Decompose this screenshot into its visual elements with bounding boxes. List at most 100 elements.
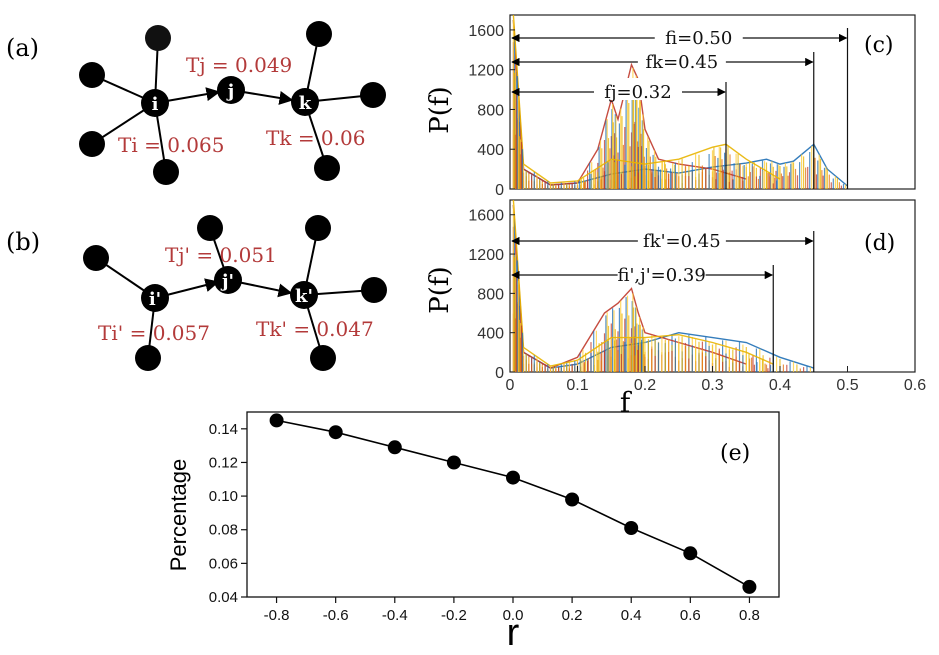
e-data-point [328, 425, 343, 440]
node-a-k-leaf-bottom [314, 155, 340, 181]
node-a-leaf-top [145, 25, 171, 51]
node-a-leaf-left-top [79, 62, 105, 88]
temp-a-i: Ti = 0.065 [118, 133, 224, 157]
temp-a-k: Tk = 0.06 [266, 126, 365, 150]
e-x-tick-label: 0.0 [503, 607, 524, 624]
temp-b-k: Tk' = 0.047 [256, 317, 374, 341]
y-tick-label: 1600 [468, 208, 504, 225]
panel-b-label: (b) [6, 228, 40, 256]
marker-label-bg [617, 261, 706, 283]
e-data-point [446, 455, 461, 470]
e-y-tick-label: 0.10 [209, 488, 238, 505]
temp-b-j: Tj' = 0.051 [165, 243, 277, 267]
x-tick-label: 0.3 [701, 377, 723, 394]
e-data-point [506, 470, 520, 485]
panel-b: (b) i' j' k' Tj' = 0.051 Ti' = 0.057 Tk'… [6, 215, 387, 371]
e-data-point [387, 440, 402, 455]
node-b-k-leaf-right [361, 277, 387, 303]
node-a-j-label: j [226, 81, 235, 102]
x-tick-label: 0.2 [634, 377, 656, 394]
panel-c-label: (c) [864, 33, 894, 58]
node-a-k-label: k [299, 93, 312, 114]
temp-b-i: Ti' = 0.057 [98, 321, 210, 345]
panel-e: -0.8 -0.6 -0.4 -0.2 0.0 0.2 0.4 0.6 0.8 0.04 0.06 0… [166, 411, 780, 654]
node-b-k-leaf-bottom [310, 345, 336, 371]
y-tick-label: 1600 [468, 23, 504, 40]
e-series-line [276, 419, 750, 588]
e-data-point [624, 521, 639, 535]
panel-d-spectra [512, 199, 815, 372]
e-x-tick-label: 0.2 [562, 607, 583, 624]
y-tick-label: 1200 [468, 63, 504, 80]
panel-d-markers: fk'=0.45 fi',j'=0.39 [511, 227, 815, 372]
e-x-tick-label: -0.8 [264, 607, 290, 624]
e-y-tick-label: 0.06 [209, 555, 238, 572]
y-tick-label: 0 [495, 182, 504, 199]
spectrum-series-2 [512, 14, 781, 184]
node-b-leaf-bottom [135, 345, 161, 371]
e-x-tick-label: 0.6 [680, 607, 701, 624]
e-y-tick-label: 0.04 [209, 589, 238, 606]
x-tick-label: 0.5 [836, 377, 858, 394]
panel-d-xticks: 0 0.1 0.2 0.3 0.4 0.5 0.6 [506, 366, 926, 394]
panel-a-label: (a) [6, 34, 39, 62]
x-tick-label: 0 [506, 377, 515, 394]
marker-label-bg [594, 78, 682, 100]
y-tick-label: 800 [477, 102, 504, 119]
e-x-tick-label: -0.2 [441, 607, 467, 624]
node-b-leaf-left [83, 245, 109, 271]
panel-d-label: (d) [864, 231, 895, 256]
e-y-tick-label: 0.12 [209, 454, 238, 471]
e-data-point [269, 413, 284, 428]
node-a-j [217, 76, 245, 104]
panel-d: 0 400 800 1200 1600 0 0.1 0.2 0.3 0.4 0.5 0.6 fk'=… [425, 199, 926, 419]
e-data-point [565, 492, 580, 507]
e-y-tick-label: 0.14 [209, 421, 238, 438]
panel-c-markers: fi=0.50 fk=0.45 fj=0.32 [511, 24, 849, 189]
panel-d-ylabel: P(f) [425, 266, 455, 313]
panel-c: 0 400 800 1200 1600 fi=0.50 fk=0.45 fj=0.32 P(… [425, 14, 916, 199]
node-b-j-label: j' [220, 271, 234, 292]
marker-label: fi=0.50 [665, 28, 732, 49]
y-tick-label: 0 [495, 365, 504, 382]
marker-label-bg [654, 24, 743, 46]
marker-label-bg [637, 227, 726, 249]
temp-a-j: Tj = 0.049 [186, 53, 292, 77]
spectrum-series-1 [512, 204, 747, 369]
e-data-point [683, 546, 698, 561]
node-a-k [291, 88, 319, 116]
panel-e-plot [269, 413, 757, 594]
marker-label: fk=0.45 [646, 52, 719, 73]
node-b-k [290, 281, 318, 309]
panel-e-ylabel: Percentage [166, 459, 191, 572]
panel-d-xlabel: f [620, 386, 633, 419]
node-b-k-label: k' [295, 286, 313, 307]
node-a-k-leaf-right [360, 82, 386, 108]
panel-c-ylabel: P(f) [425, 86, 455, 133]
y-tick-label: 400 [477, 142, 504, 159]
panel-a: (a) i j k Tj = 0.049 Ti = 0.065 T [6, 21, 386, 185]
node-a-k-leaf-top [306, 21, 332, 47]
panel-e-frame [246, 411, 780, 598]
y-tick-label: 800 [477, 286, 504, 303]
marker-label: fi',j'=0.39 [617, 265, 705, 286]
node-a-i-label: i [152, 94, 159, 115]
e-x-tick-label: -0.4 [382, 607, 408, 624]
e-y-tick-label: 0.08 [209, 522, 238, 539]
marker-label-bg [637, 48, 726, 70]
node-a-leaf-bottom [153, 159, 179, 185]
panel-e-xlabel: r [507, 612, 520, 654]
node-b-j-leaf-top [197, 215, 223, 241]
node-a-leaf-left-bottom [79, 131, 105, 157]
marker-label: fj=0.32 [604, 82, 671, 103]
y-tick-label: 400 [477, 326, 504, 343]
marker-label: fk'=0.45 [643, 231, 721, 252]
e-x-tick-label: -0.6 [323, 607, 349, 624]
e-data-point [742, 579, 757, 594]
node-b-i [141, 284, 169, 312]
e-x-tick-label: 0.4 [621, 607, 642, 624]
x-tick-label: 0.6 [904, 377, 926, 394]
e-x-tick-label: 0.8 [739, 607, 760, 624]
panel-d-yticks: 0 400 800 1200 1600 [468, 208, 515, 382]
